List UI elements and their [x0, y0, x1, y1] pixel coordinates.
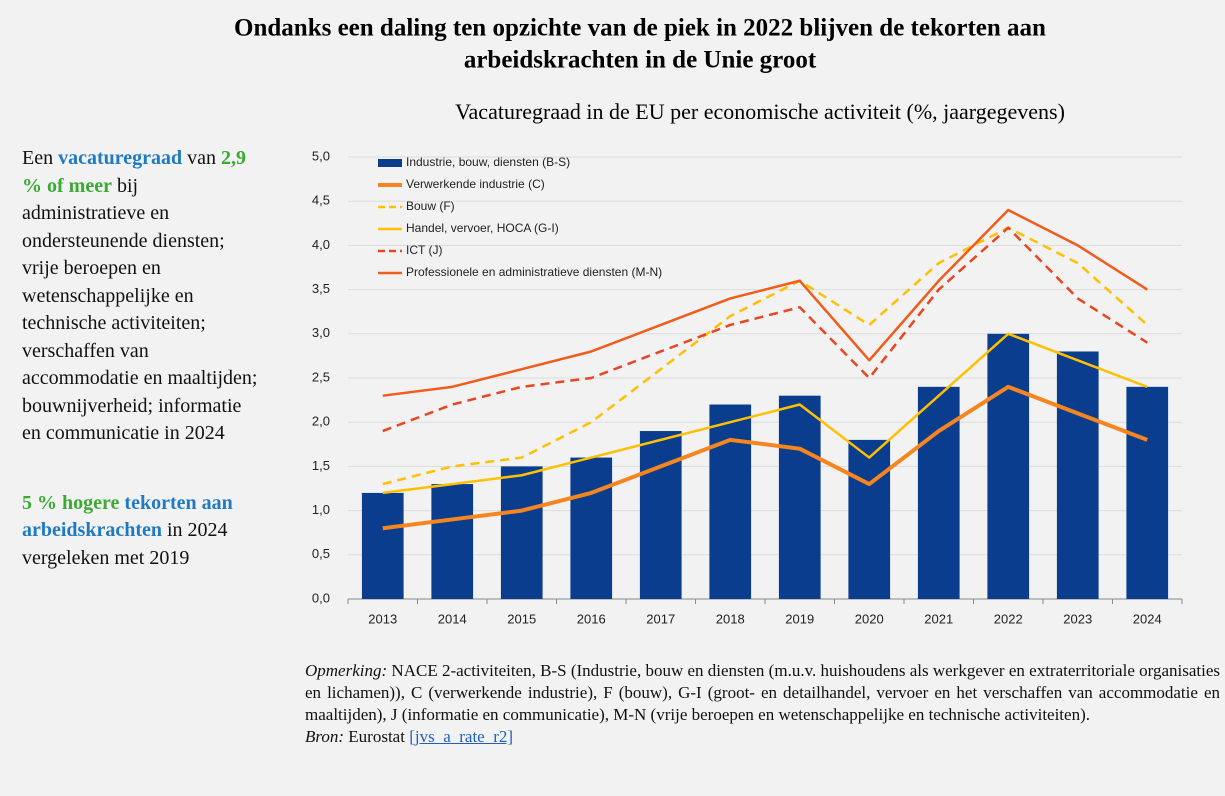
sidebar-text: 5 % hogere [22, 491, 120, 514]
y-tick-label: 2,0 [312, 414, 330, 429]
y-tick-label: 0,0 [312, 590, 330, 605]
y-tick-label: 5,0 [312, 148, 330, 163]
sidebar-text: in 2024 vergeleken met 2019 [22, 519, 228, 569]
y-tick-label: 2,5 [312, 369, 330, 384]
bar [500, 466, 543, 599]
sidebar-paragraph: 5 % hogere tekorten aan arbeidskrachten … [22, 490, 262, 573]
bar [917, 386, 960, 599]
sidebar-text: bij administratieve en ondersteunende di… [22, 174, 258, 445]
line [382, 332, 1148, 495]
sidebar: Een vacaturegraad van 2,9 % of meer bij … [22, 145, 262, 614]
x-tick-label: 2014 [438, 611, 467, 626]
note-label: Opmerking: [305, 661, 388, 680]
sidebar-text: Een [22, 147, 54, 169]
x-tick-label: 2022 [994, 611, 1023, 626]
legend-label: Industrie, bouw, diensten (B-S) [406, 155, 570, 169]
x-tick-label: 2017 [646, 611, 675, 626]
bar [570, 457, 613, 599]
bar [1126, 386, 1169, 599]
legend-label: Bouw (F) [406, 199, 455, 213]
legend-label: ICT (J) [406, 243, 442, 257]
source: Bron: Eurostat [jvs_a_rate_r2] [305, 726, 1220, 748]
sidebar-text: tekorten aan arbeidskrachten [22, 491, 233, 542]
sidebar-text: 2,9 % of meer [22, 147, 247, 197]
x-tick-label: 2013 [368, 611, 397, 626]
y-tick-label: 4,0 [312, 237, 330, 252]
x-tick-label: 2023 [1063, 611, 1092, 626]
bar [987, 333, 1030, 599]
y-tick-label: 0,5 [312, 546, 330, 561]
note-text: Opmerking: NACE 2-activiteiten, B-S (Ind… [305, 660, 1220, 726]
bar [848, 439, 891, 599]
x-tick-label: 2021 [924, 611, 953, 626]
line [382, 208, 1148, 397]
chart-title: Ondanks een daling ten opzichte van de p… [234, 15, 1046, 42]
bar [639, 431, 682, 599]
note: Opmerking: NACE 2-activiteiten, B-S (Ind… [305, 660, 1220, 748]
legend-label: Professionele en administratieve dienste… [406, 265, 662, 279]
sidebar-text: van [187, 147, 217, 169]
chart-title: arbeidskrachten in de Unie groot [464, 47, 817, 74]
x-tick-label: 2018 [716, 611, 745, 626]
y-tick-label: 1,5 [312, 458, 330, 473]
bar [778, 395, 821, 599]
sidebar-paragraph: Een vacaturegraad van 2,9 % of meer bij … [22, 145, 262, 448]
source-link[interactable]: [jvs_a_rate_r2] [409, 727, 514, 746]
x-tick-label: 2019 [785, 611, 814, 626]
x-tick-label: 2020 [855, 611, 884, 626]
chart-subtitle: Vacaturegraad in de EU per economische a… [455, 99, 1065, 124]
source-label: Bron: [305, 727, 345, 746]
note-body: NACE 2-activiteiten, B-S (Industrie, bou… [305, 661, 1221, 724]
y-tick-label: 4,5 [312, 193, 330, 208]
bar [431, 484, 474, 599]
legend-swatch [378, 159, 402, 167]
bar [709, 404, 752, 599]
source-name: Eurostat [348, 727, 405, 746]
bar [1056, 351, 1099, 599]
legend-label: Verwerkende industrie (C) [406, 177, 545, 191]
legend-label: Handel, vervoer, HOCA (G-I) [406, 221, 559, 235]
bar [361, 492, 404, 599]
y-tick-label: 3,0 [312, 325, 330, 340]
x-tick-label: 2016 [577, 611, 606, 626]
y-tick-label: 3,5 [312, 281, 330, 296]
line [382, 384, 1148, 531]
x-tick-label: 2015 [507, 611, 536, 626]
line [382, 226, 1148, 433]
y-tick-label: 1,0 [312, 502, 330, 517]
line [382, 226, 1149, 486]
sidebar-text: vacaturegraad [58, 147, 183, 169]
x-tick-label: 2024 [1133, 611, 1162, 626]
